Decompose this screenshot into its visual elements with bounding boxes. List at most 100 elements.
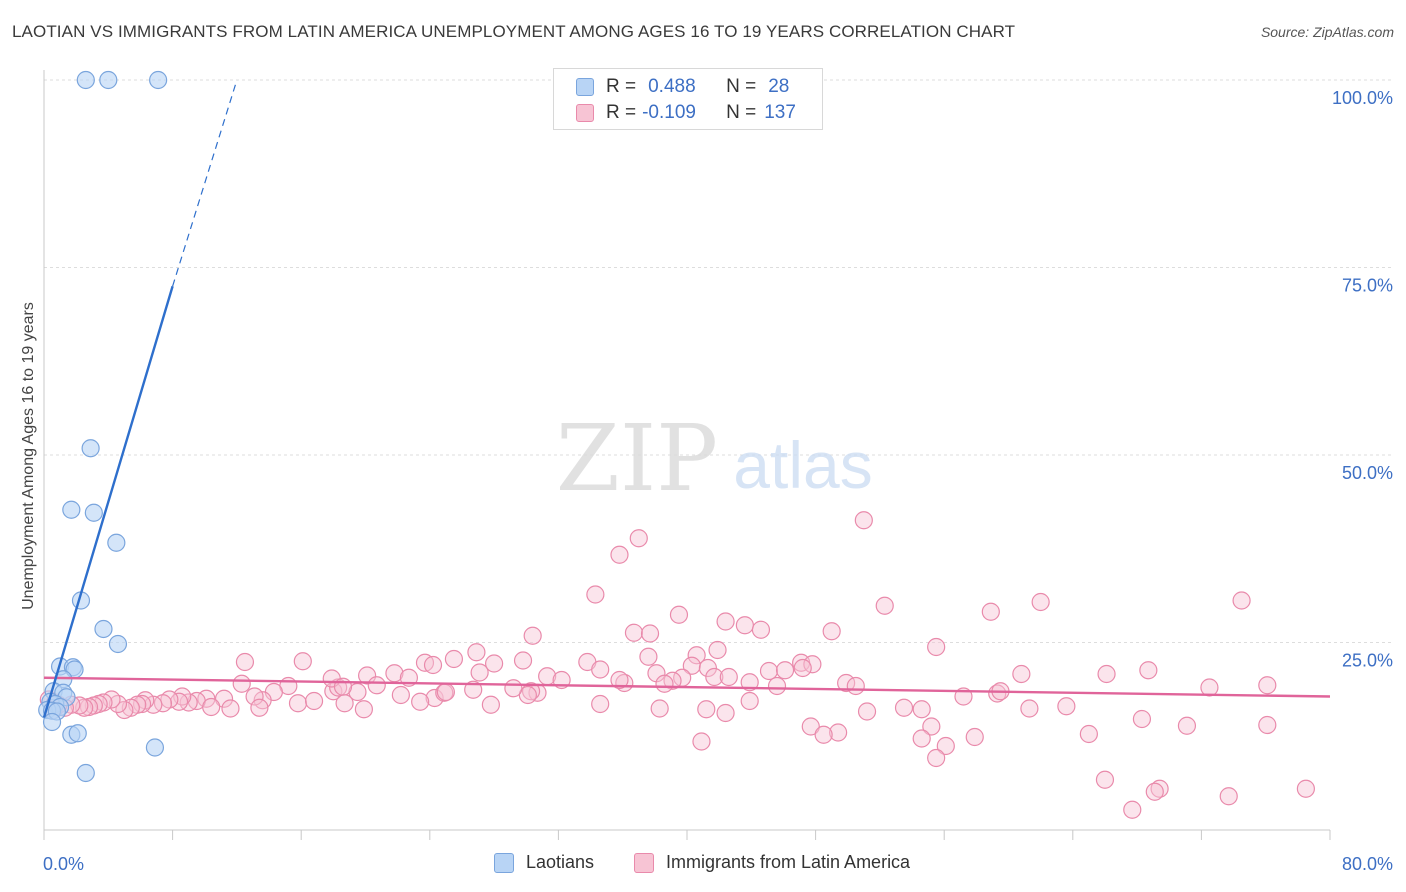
latam-point xyxy=(912,700,931,719)
latam-point xyxy=(250,698,269,717)
latam-point xyxy=(1132,709,1152,729)
latam-point xyxy=(965,727,984,747)
latam-point xyxy=(981,602,1000,621)
n-value: 137 xyxy=(764,102,796,123)
chart-title: LAOTIAN VS IMMIGRANTS FROM LATIN AMERICA… xyxy=(12,22,1016,41)
laotian-points xyxy=(38,70,168,783)
n-value: 28 xyxy=(768,76,790,97)
latam-point xyxy=(875,596,894,615)
latam-point xyxy=(854,511,873,530)
legend-label-laotians: Laotians xyxy=(526,852,595,872)
laotian-point xyxy=(68,724,87,743)
n-label: N = xyxy=(726,102,757,123)
latam-point xyxy=(767,676,787,696)
latam-point xyxy=(221,699,240,718)
laotian-trend-line xyxy=(42,285,174,718)
latam-point xyxy=(391,685,410,705)
latam-point xyxy=(1079,724,1098,744)
latam-point xyxy=(1095,770,1115,789)
latam-point xyxy=(988,684,1007,703)
latam-point xyxy=(610,545,629,564)
latam-point xyxy=(822,622,841,641)
latam-point xyxy=(669,605,689,624)
latam-point xyxy=(153,694,173,713)
latam-point xyxy=(814,725,833,744)
laotian-point xyxy=(99,70,118,90)
latam-point xyxy=(716,612,735,631)
r-value: 0.488 xyxy=(648,76,696,97)
latam-point xyxy=(367,676,386,695)
latam-point xyxy=(801,717,820,736)
latam-point xyxy=(740,673,759,692)
latam-point xyxy=(610,670,629,690)
r-value: -0.109 xyxy=(642,102,696,123)
latam-point xyxy=(513,651,533,670)
x-tick-label-min: 0.0% xyxy=(43,854,84,874)
latam-point xyxy=(358,666,377,685)
n-label: N = xyxy=(726,76,757,97)
latam-point xyxy=(650,699,669,718)
latam-point xyxy=(202,697,221,717)
laotian-point xyxy=(76,763,95,783)
latam-point xyxy=(803,655,822,674)
latam-point xyxy=(436,682,455,702)
latam-point xyxy=(467,643,486,662)
latam-point xyxy=(288,694,308,713)
laotian-point xyxy=(76,70,95,90)
latam-point xyxy=(79,697,99,717)
laotian-point xyxy=(81,439,100,458)
legend-row-laotian: R = 0.488 N = 28 xyxy=(576,75,789,99)
latam-point xyxy=(829,723,848,742)
latam-point xyxy=(624,623,644,642)
latam-point xyxy=(1177,716,1197,735)
latam-point xyxy=(922,717,941,736)
latam-point xyxy=(423,655,443,675)
latam-point xyxy=(1020,699,1039,718)
latam-point xyxy=(293,652,312,671)
latam-point xyxy=(1258,715,1277,735)
latam-points xyxy=(39,511,1315,819)
latam-point xyxy=(894,698,914,717)
latam-point xyxy=(235,652,255,672)
latam-point xyxy=(132,694,152,714)
y-tick-labels: 25.0% 50.0% 75.0% 100.0% xyxy=(1332,88,1393,671)
latam-point xyxy=(333,677,353,696)
latam-point xyxy=(586,585,605,604)
latam-point xyxy=(698,658,717,678)
latam-point xyxy=(1057,697,1076,716)
latam-point xyxy=(639,647,658,666)
laotian-swatch xyxy=(576,78,594,96)
laotian-point xyxy=(149,70,168,90)
trend-lines xyxy=(42,79,1331,718)
latam-point xyxy=(1139,661,1158,680)
latam-point xyxy=(1097,664,1116,684)
latam-point xyxy=(716,703,735,723)
watermark-zip: ZIP xyxy=(556,405,718,512)
latam-point xyxy=(793,658,812,678)
latam-point xyxy=(687,646,706,665)
r-label: R = xyxy=(606,102,637,123)
latam-point xyxy=(927,748,946,768)
laotian-point xyxy=(62,500,81,519)
x-tick-label-max: 80.0% xyxy=(1342,854,1393,874)
latam-point xyxy=(1123,800,1142,819)
y-tick-label: 100.0% xyxy=(1332,88,1393,108)
latam-point xyxy=(692,732,711,751)
latam-point xyxy=(335,694,354,713)
laotian-legend-swatch xyxy=(494,852,514,873)
legend-item-laotians: Laotians xyxy=(494,852,594,873)
latam-point xyxy=(411,692,430,711)
latam-point xyxy=(523,626,542,645)
latam-point xyxy=(504,679,523,698)
latam-point xyxy=(304,691,324,711)
latam-point xyxy=(640,624,660,643)
latam-point xyxy=(481,695,500,714)
y-tick-label: 50.0% xyxy=(1342,463,1393,483)
latam-point xyxy=(751,620,771,639)
latam-point xyxy=(912,729,931,748)
latam-point xyxy=(927,637,946,657)
latam-point xyxy=(697,700,716,719)
latam-point xyxy=(775,661,795,680)
y-tick-label: 25.0% xyxy=(1342,651,1393,671)
laotian-point xyxy=(42,712,62,732)
